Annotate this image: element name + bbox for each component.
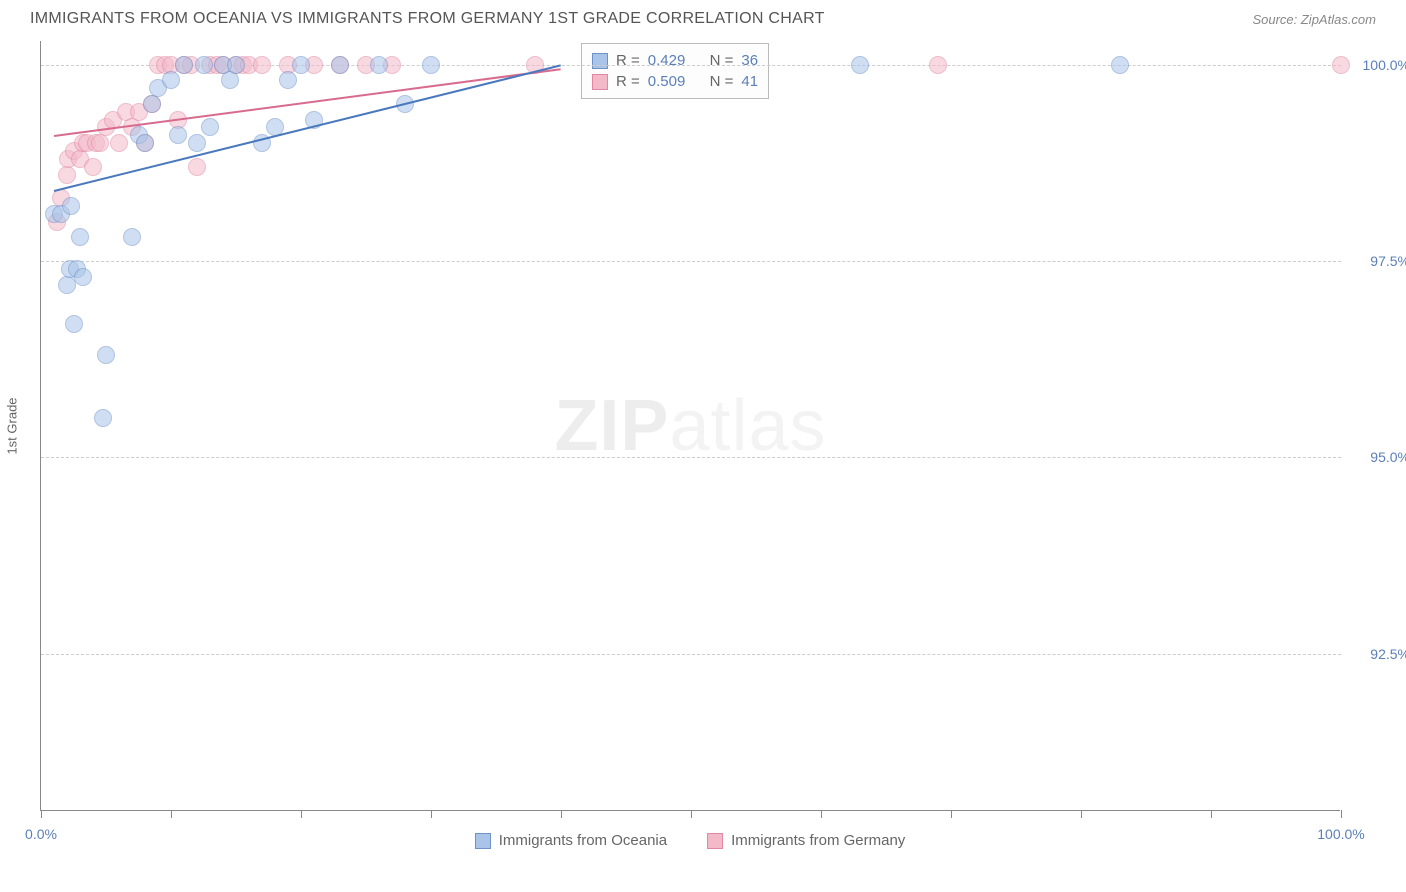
xtick xyxy=(561,810,562,818)
scatter-point-oceania xyxy=(227,56,245,74)
source-attribution: Source: ZipAtlas.com xyxy=(1252,12,1376,27)
n-value-oceania: 36 xyxy=(741,52,758,69)
scatter-point-oceania xyxy=(201,118,219,136)
scatter-point-oceania xyxy=(143,95,161,113)
scatter-point-oceania xyxy=(221,71,239,89)
scatter-point-oceania xyxy=(175,56,193,74)
scatter-point-germany xyxy=(84,158,102,176)
watermark: ZIPatlas xyxy=(554,385,826,467)
scatter-point-germany xyxy=(188,158,206,176)
scatter-point-oceania xyxy=(65,315,83,333)
scatter-point-oceania xyxy=(97,346,115,364)
scatter-point-germany xyxy=(253,56,271,74)
xtick xyxy=(1081,810,1082,818)
scatter-point-oceania xyxy=(851,56,869,74)
scatter-point-oceania xyxy=(370,56,388,74)
xtick xyxy=(171,810,172,818)
scatter-point-oceania xyxy=(331,56,349,74)
scatter-point-oceania xyxy=(74,268,92,286)
y-axis-label: 1st Grade xyxy=(5,397,20,454)
ytick-label: 95.0% xyxy=(1370,449,1406,465)
correlation-stats-box: R = 0.429 N = 36 R = 0.509 N = 41 xyxy=(581,43,769,99)
ytick-label: 97.5% xyxy=(1370,253,1406,269)
n-label: N = xyxy=(710,73,734,90)
xtick xyxy=(1341,810,1342,818)
scatter-point-oceania xyxy=(188,134,206,152)
chart-title: IMMIGRANTS FROM OCEANIA VS IMMIGRANTS FR… xyxy=(30,10,825,28)
scatter-point-oceania xyxy=(279,71,297,89)
scatter-point-germany xyxy=(929,56,947,74)
source-prefix: Source: xyxy=(1252,12,1300,27)
scatter-point-germany xyxy=(58,166,76,184)
source-name: ZipAtlas.com xyxy=(1301,12,1376,27)
xtick xyxy=(41,810,42,818)
n-value-germany: 41 xyxy=(741,73,758,90)
scatter-point-oceania xyxy=(62,197,80,215)
scatter-point-oceania xyxy=(195,56,213,74)
r-label: R = xyxy=(616,73,640,90)
gridline-h xyxy=(41,261,1341,262)
swatch-oceania xyxy=(592,53,608,69)
legend-swatch-germany xyxy=(707,833,723,849)
xtick xyxy=(691,810,692,818)
legend-item-oceania: Immigrants from Oceania xyxy=(475,832,667,849)
scatter-point-oceania xyxy=(422,56,440,74)
xtick xyxy=(951,810,952,818)
r-value-germany: 0.509 xyxy=(648,73,686,90)
watermark-zip: ZIP xyxy=(554,386,669,466)
legend-label-oceania: Immigrants from Oceania xyxy=(499,832,667,849)
scatter-point-oceania xyxy=(169,126,187,144)
scatter-point-germany xyxy=(1332,56,1350,74)
chart-container: 1st Grade ZIPatlas R = 0.429 N = 36 R = … xyxy=(40,41,1380,811)
scatter-point-oceania xyxy=(94,409,112,427)
n-label: N = xyxy=(710,52,734,69)
xtick xyxy=(821,810,822,818)
stats-row-germany: R = 0.509 N = 41 xyxy=(592,71,758,92)
xtick xyxy=(1211,810,1212,818)
scatter-point-germany xyxy=(110,134,128,152)
legend-item-germany: Immigrants from Germany xyxy=(707,832,905,849)
scatter-point-oceania xyxy=(162,71,180,89)
gridline-h xyxy=(41,654,1341,655)
r-value-oceania: 0.429 xyxy=(648,52,686,69)
scatter-point-oceania xyxy=(1111,56,1129,74)
scatter-point-oceania xyxy=(292,56,310,74)
legend-swatch-oceania xyxy=(475,833,491,849)
ytick-label: 100.0% xyxy=(1363,57,1406,73)
scatter-point-germany xyxy=(91,134,109,152)
chart-header: IMMIGRANTS FROM OCEANIA VS IMMIGRANTS FR… xyxy=(0,0,1406,36)
ytick-label: 92.5% xyxy=(1370,646,1406,662)
gridline-h xyxy=(41,457,1341,458)
plot-area: ZIPatlas R = 0.429 N = 36 R = 0.509 N = … xyxy=(40,41,1340,811)
swatch-germany xyxy=(592,74,608,90)
legend-label-germany: Immigrants from Germany xyxy=(731,832,905,849)
scatter-point-oceania xyxy=(136,134,154,152)
r-label: R = xyxy=(616,52,640,69)
xtick xyxy=(301,810,302,818)
bottom-legend: Immigrants from Oceania Immigrants from … xyxy=(40,832,1340,849)
stats-row-oceania: R = 0.429 N = 36 xyxy=(592,50,758,71)
scatter-point-oceania xyxy=(71,228,89,246)
xtick xyxy=(431,810,432,818)
scatter-point-oceania xyxy=(123,228,141,246)
watermark-atlas: atlas xyxy=(669,386,826,466)
